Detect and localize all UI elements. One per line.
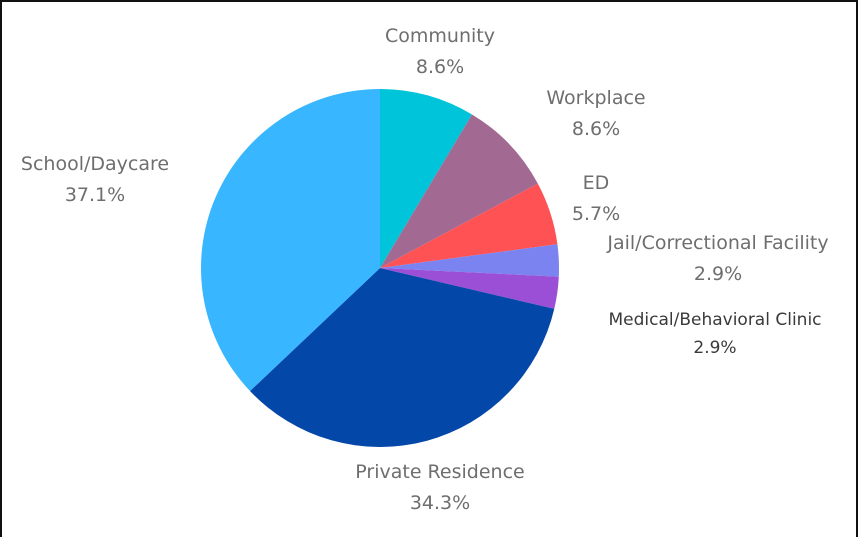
label-jail: Jail/Correctional Facility: [606, 232, 828, 254]
label-school-daycare: School/Daycare: [21, 153, 169, 175]
slice-school-daycare: [201, 89, 380, 392]
pct-school-daycare: 37.1%: [65, 184, 125, 206]
slice-ed: [380, 183, 558, 268]
pct-medical: 2.9%: [693, 338, 736, 358]
slice-medical-behavioral-clinic: [380, 268, 559, 309]
pct-jail: 2.9%: [694, 263, 742, 285]
slice-community: [380, 89, 473, 268]
label-community: Community: [385, 25, 495, 47]
slice-labels: Community 8.6% Workplace 8.6% ED 5.7% Ja…: [21, 25, 829, 514]
pie-slices: [201, 89, 560, 447]
pct-private-residence: 34.3%: [410, 492, 470, 514]
label-ed: ED: [583, 172, 610, 194]
pct-ed: 5.7%: [572, 203, 620, 225]
slice-jail-correctional-facility: [380, 244, 560, 277]
pct-community: 8.6%: [416, 56, 464, 78]
label-medical: Medical/Behavioral Clinic: [608, 310, 821, 330]
label-private-residence: Private Residence: [355, 461, 524, 483]
slice-private-residence: [250, 268, 555, 447]
slice-workplace: [380, 114, 538, 269]
label-workplace: Workplace: [546, 87, 645, 109]
pct-workplace: 8.6%: [572, 118, 620, 140]
